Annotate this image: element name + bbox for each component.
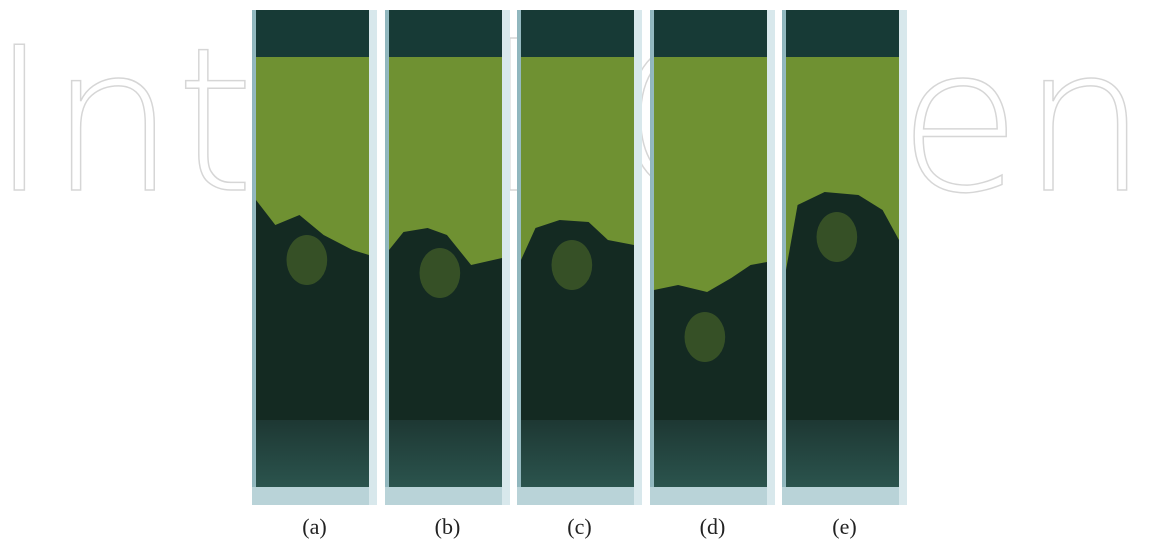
frame-bottom: [650, 487, 775, 505]
photo-panel: [517, 10, 642, 505]
figure: IntechOpen (a)(b)(c)(d)(e): [0, 0, 1149, 548]
frame-bottom: [517, 487, 642, 505]
plume-highlight: [420, 248, 461, 298]
tank-top: [256, 10, 369, 57]
tank-top: [521, 10, 634, 57]
sediment: [389, 420, 502, 487]
sediment: [521, 420, 634, 487]
frame-right: [369, 10, 377, 505]
tank-top: [786, 10, 899, 57]
sediment: [786, 420, 899, 487]
panel-label: (c): [567, 514, 591, 539]
plume-highlight: [817, 212, 858, 262]
sediment: [654, 420, 767, 487]
photo-panel: [252, 10, 377, 505]
photo-panel: [650, 10, 775, 505]
frame-right: [634, 10, 642, 505]
frame-bottom: [252, 487, 377, 505]
frame-bottom: [782, 487, 907, 505]
panel-label: (d): [700, 514, 726, 539]
frame-right: [502, 10, 510, 505]
tank-top: [389, 10, 502, 57]
sediment: [256, 420, 369, 487]
panel-label: (e): [832, 514, 856, 539]
panel-label: (a): [302, 514, 326, 539]
frame-bottom: [385, 487, 510, 505]
plume-highlight: [287, 235, 328, 285]
photo-panel: [385, 10, 510, 505]
photo-panel: [782, 10, 907, 505]
panel-label: (b): [435, 514, 461, 539]
plume-highlight: [685, 312, 726, 362]
tank-top: [654, 10, 767, 57]
frame-right: [899, 10, 907, 505]
panels: (a) (b) (c) (d) (e): [252, 10, 907, 539]
frame-right: [767, 10, 775, 505]
plume-highlight: [552, 240, 593, 290]
